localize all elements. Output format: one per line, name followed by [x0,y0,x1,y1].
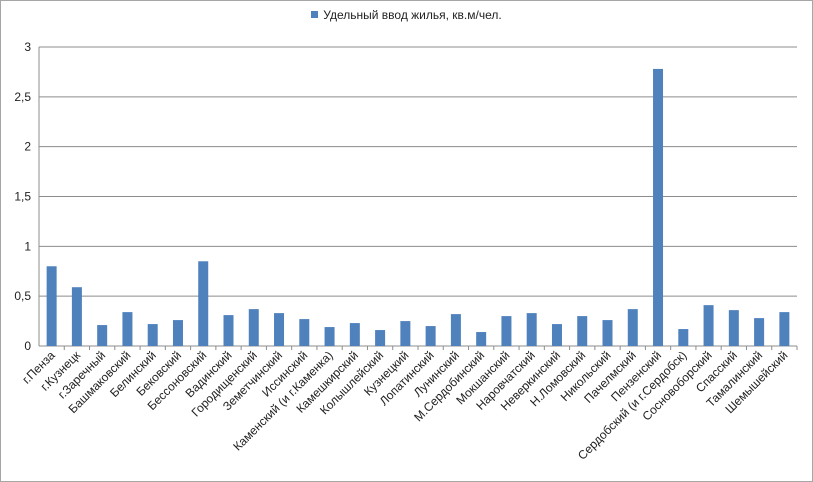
bar [147,324,158,346]
y-tick-label: 1,5 [14,190,31,204]
legend: Удельный ввод жилья, кв.м/чел. [0,8,813,22]
bar [551,324,562,346]
bar [703,305,714,346]
y-tick-label: 3 [24,40,31,54]
legend-swatch [311,11,319,18]
bar [577,316,588,346]
y-tick-label: 1 [24,239,31,253]
bar [653,68,664,346]
bar [349,323,360,346]
bar [602,320,613,346]
bar [122,312,133,346]
bar [172,320,183,346]
bar [46,266,57,346]
bar [450,314,461,346]
bar [299,319,310,346]
y-tick-label: 0,5 [14,289,31,303]
bar [223,315,234,346]
bar [526,313,537,346]
y-tick-label: 2 [24,140,31,154]
bar [627,309,638,346]
bar [779,312,790,346]
y-tick-label: 2,5 [14,90,31,104]
bar [400,321,411,346]
bar [324,327,335,346]
bar [678,329,689,346]
bar [501,316,512,346]
bar [728,310,739,346]
bar [476,332,487,346]
bar [248,309,259,346]
bar [71,287,82,346]
bar [97,325,108,346]
bar [754,318,765,346]
bar [375,330,386,346]
bar [274,313,285,346]
bar [198,261,209,346]
bar [425,326,436,346]
y-tick-label: 0 [24,339,31,353]
legend-label: Удельный ввод жилья, кв.м/чел. [323,8,502,22]
